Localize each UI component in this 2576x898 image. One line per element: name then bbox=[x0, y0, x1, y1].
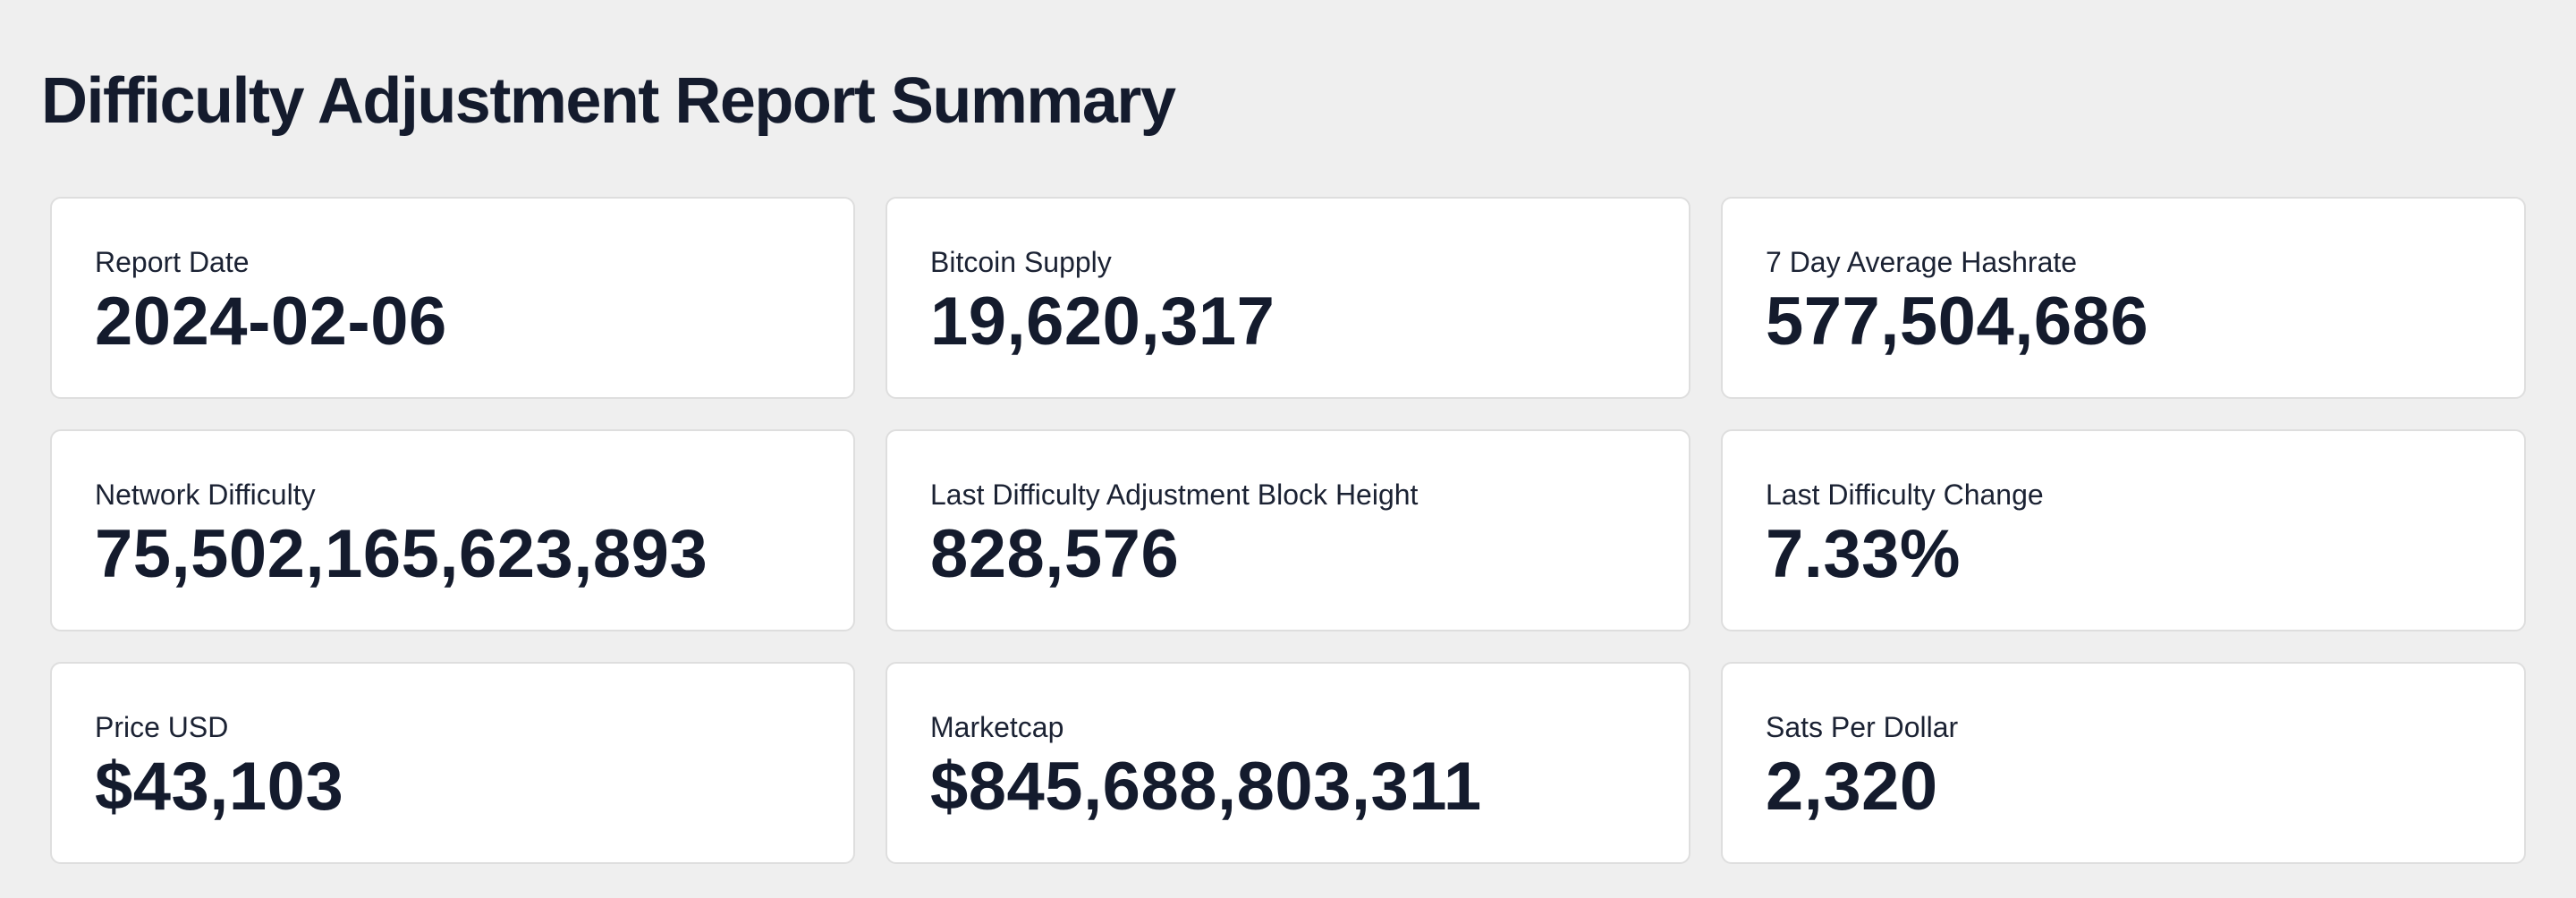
bitcoin-supply-label: Bitcoin Supply bbox=[930, 246, 1112, 278]
page-title: Difficulty Adjustment Report Summary bbox=[41, 65, 1176, 137]
report-date-label: Report Date bbox=[95, 246, 250, 278]
difficulty-change-value: 7.33% bbox=[1766, 516, 1961, 593]
price-usd-value: $43,103 bbox=[95, 749, 344, 826]
hashrate-label: 7 Day Average Hashrate bbox=[1766, 246, 2078, 278]
difficulty-change-card: Last Difficulty Change 7.33% bbox=[1721, 429, 2526, 631]
summary-card-grid: Report Date 2024-02-06 Bitcoin Supply 19… bbox=[50, 197, 2526, 864]
network-difficulty-label: Network Difficulty bbox=[95, 479, 316, 511]
difficulty-change-label: Last Difficulty Change bbox=[1766, 479, 2044, 511]
block-height-label: Last Difficulty Adjustment Block Height bbox=[930, 479, 1419, 511]
hashrate-value: 577,504,686 bbox=[1766, 284, 2149, 360]
block-height-card: Last Difficulty Adjustment Block Height … bbox=[886, 429, 1690, 631]
network-difficulty-card: Network Difficulty 75,502,165,623,893 bbox=[50, 429, 855, 631]
bitcoin-supply-card: Bitcoin Supply 19,620,317 bbox=[886, 197, 1690, 399]
price-usd-label: Price USD bbox=[95, 711, 229, 743]
marketcap-label: Marketcap bbox=[930, 711, 1064, 743]
network-difficulty-value: 75,502,165,623,893 bbox=[95, 516, 708, 593]
price-usd-card: Price USD $43,103 bbox=[50, 662, 855, 864]
report-date-value: 2024-02-06 bbox=[95, 284, 447, 360]
block-height-value: 828,576 bbox=[930, 516, 1180, 593]
sats-per-dollar-value: 2,320 bbox=[1766, 749, 1938, 826]
sats-per-dollar-card: Sats Per Dollar 2,320 bbox=[1721, 662, 2526, 864]
report-date-card: Report Date 2024-02-06 bbox=[50, 197, 855, 399]
sats-per-dollar-label: Sats Per Dollar bbox=[1766, 711, 1959, 743]
marketcap-value: $845,688,803,311 bbox=[930, 749, 1482, 826]
bitcoin-supply-value: 19,620,317 bbox=[930, 284, 1275, 360]
marketcap-card: Marketcap $845,688,803,311 bbox=[886, 662, 1690, 864]
hashrate-card: 7 Day Average Hashrate 577,504,686 bbox=[1721, 197, 2526, 399]
